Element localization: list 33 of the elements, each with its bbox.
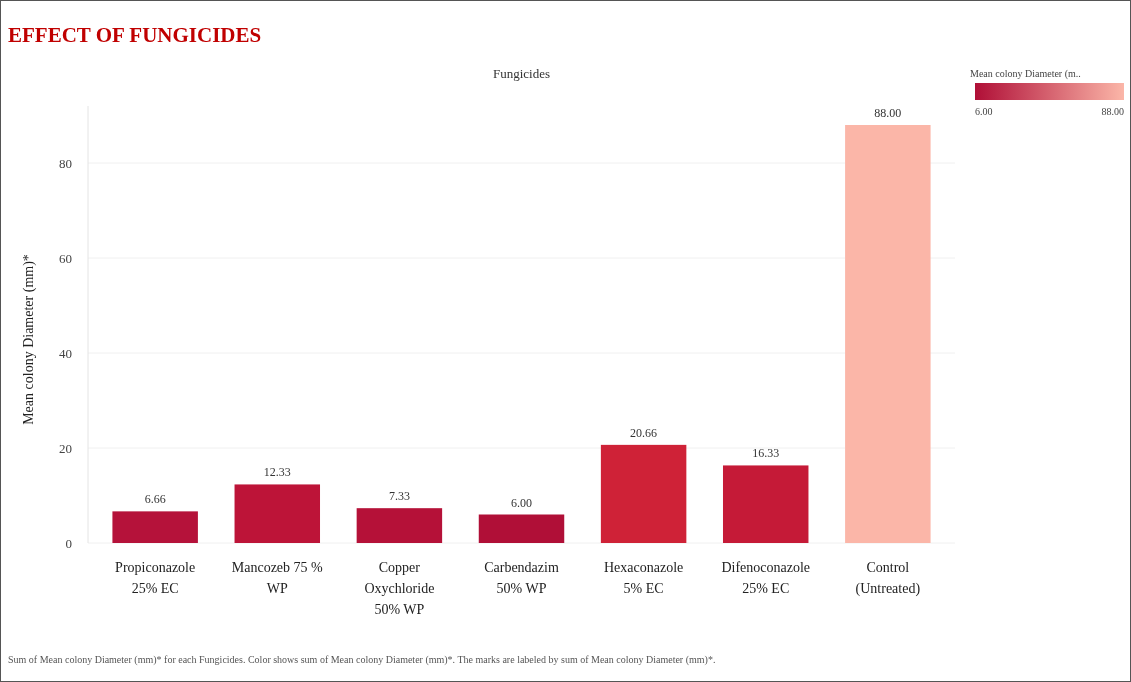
x-tick-label: Control (Untreated)	[855, 560, 921, 597]
x-axis-title: Fungicides	[492, 66, 551, 81]
y-tick-label: 20	[59, 440, 72, 456]
y-tick-label: 80	[59, 155, 72, 171]
data-label: 16.33	[752, 446, 780, 461]
bar	[356, 508, 443, 543]
x-tick-label: Difenoconazole 25% EC	[721, 560, 811, 596]
y-tick-label: 40	[59, 345, 72, 361]
color-bar-label: 88.00	[1101, 106, 1124, 117]
bar	[112, 511, 198, 543]
data-label: 88.00	[874, 106, 902, 120]
color-bar-label: 6.00	[975, 106, 993, 117]
data-label: 6.66	[144, 492, 166, 507]
data-label: 20.66	[630, 425, 658, 440]
x-tick-label: Carbendazim 50% WP	[484, 560, 559, 596]
data-label: 7.33	[388, 489, 410, 504]
y-tick-label: 60	[59, 250, 72, 266]
y-tick-label: 0	[65, 535, 72, 551]
x-tick-label: Hexaconazole 5% EC	[603, 560, 684, 596]
x-tick-label: Mancozeb 75 % WP	[231, 560, 324, 596]
text: Sum of Mean colony Diameter (mm)* for each Fungicides. Color shows sum of Mean colony Diameter (mm)*. The marks are labeled by sum of Mean colony Diameter (mm)*.	[8, 654, 716, 666]
bar	[600, 444, 687, 543]
x-tick-label: Propiconazole 25% EC	[115, 560, 196, 596]
y-axis-title: Mean colony Diameter (mm)*	[21, 254, 37, 425]
data-label: 12.33	[263, 465, 291, 480]
x-tick-label: Copper Oxychloride 50% WP	[364, 560, 435, 617]
bar	[234, 484, 321, 543]
color-bar-title: Mean colony Diameter (m..	[970, 68, 1081, 80]
bar	[478, 514, 565, 543]
chart-title: EFFECT OF FUNGICIDES	[8, 23, 262, 47]
bar	[722, 465, 809, 543]
data-label: 6.00	[511, 495, 532, 510]
bar	[845, 125, 931, 543]
